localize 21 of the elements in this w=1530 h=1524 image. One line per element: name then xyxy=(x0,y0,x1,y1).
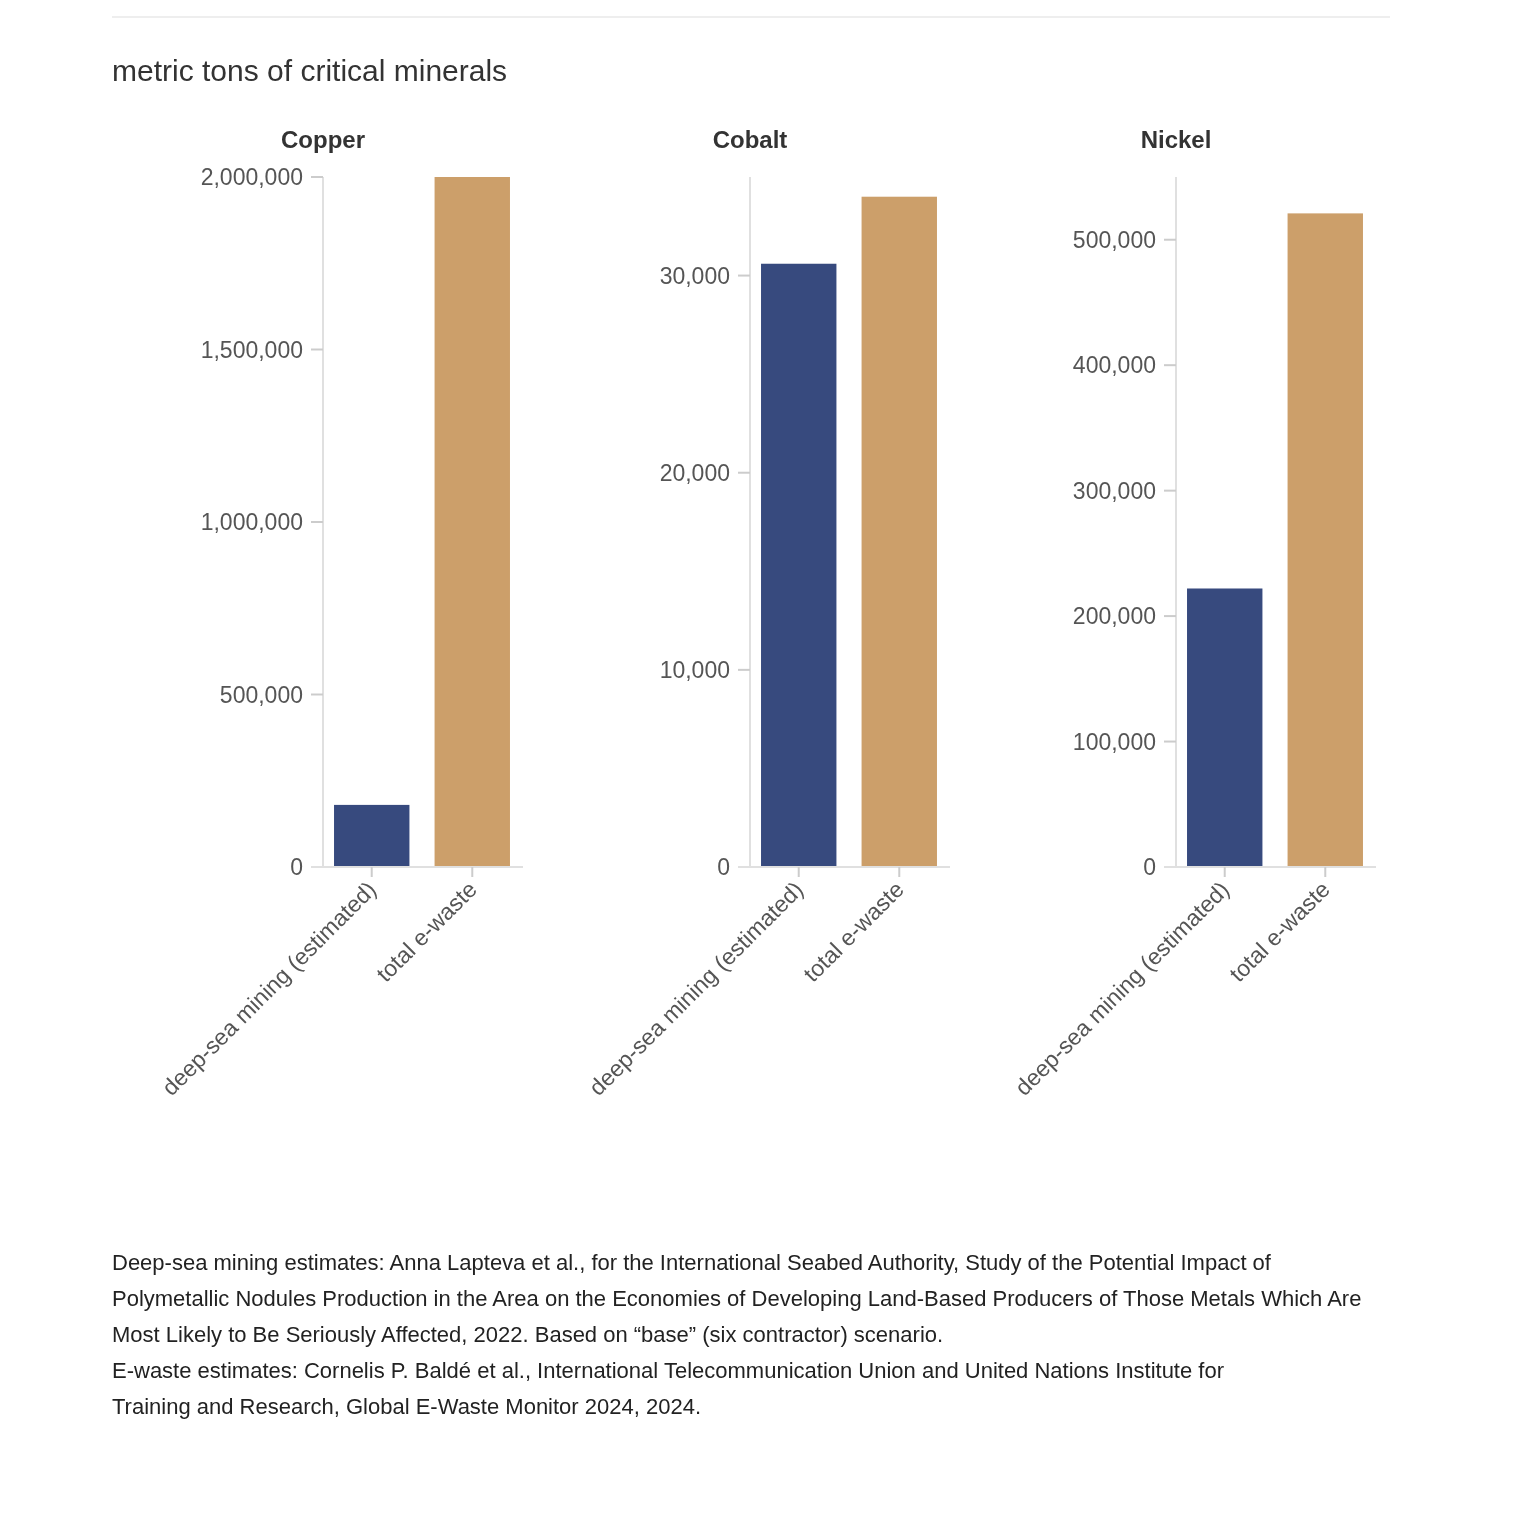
y-tick-label: 20,000 xyxy=(659,459,730,486)
y-tick-label: 30,000 xyxy=(659,262,730,289)
y-tick-label: 500,000 xyxy=(219,681,303,708)
y-tick-label: 300,000 xyxy=(1072,477,1156,504)
y-tick-label: 1,500,000 xyxy=(200,336,303,363)
y-tick-label: 0 xyxy=(1143,854,1156,881)
y-tick-label: 1,000,000 xyxy=(200,509,303,536)
y-axis-title: metric tons of critical minerals xyxy=(112,54,508,87)
y-tick-label: 2,000,000 xyxy=(200,164,303,191)
y-tick-label: 100,000 xyxy=(1072,728,1156,755)
chart-title: Copper xyxy=(281,126,365,153)
y-tick-label: 400,000 xyxy=(1072,352,1156,379)
y-tick-label: 10,000 xyxy=(659,656,730,683)
chart-title: Cobalt xyxy=(712,126,788,153)
y-tick-label: 500,000 xyxy=(1072,226,1156,253)
chart-title: Nickel xyxy=(1140,126,1212,153)
text: Deep-sea mining estimates: Anna Lapteva et al., for the International Seabed Authority, Study of the Potential Impact of Polymetallic Nodules Production in the Area on the Economies of Developing Land-Based Producers of Those Metals Which Are Most Likely to Be Seriously Affected, 2022. Based on “base” (six contractor) scenario. xyxy=(112,1250,1362,1347)
y-tick-label: 200,000 xyxy=(1072,603,1156,630)
text: E-waste estimates: Cornelis P. Baldé et al., International Telecommunication Union and United Nations Institute for Training and Research, Global E-Waste Monitor 2024, 2024. xyxy=(112,1358,1224,1419)
y-tick-label: 0 xyxy=(717,854,730,881)
y-tick-label: 0 xyxy=(290,854,303,881)
